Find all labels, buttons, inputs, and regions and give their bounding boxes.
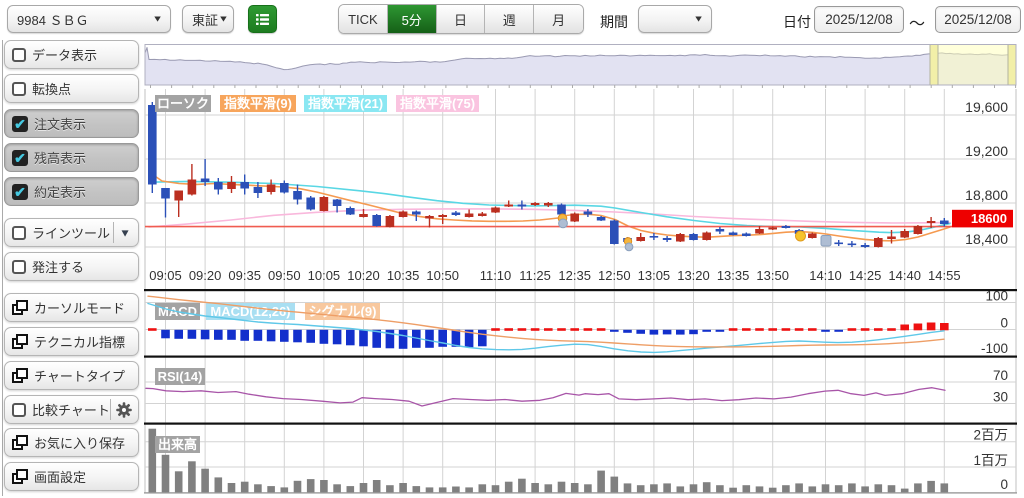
svg-text:11:25: 11:25 [519, 268, 551, 283]
svg-text:14:55: 14:55 [928, 268, 961, 283]
svg-text:19,200: 19,200 [965, 143, 1008, 159]
svg-text:18,800: 18,800 [965, 187, 1008, 203]
svg-text:0: 0 [1000, 477, 1008, 492]
svg-text:10:35: 10:35 [387, 268, 420, 283]
svg-text:10:20: 10:20 [347, 268, 380, 283]
svg-text:12:35: 12:35 [558, 268, 591, 283]
svg-text:RSI(14): RSI(14) [158, 369, 203, 384]
svg-text:18,400: 18,400 [965, 231, 1008, 247]
svg-text:14:40: 14:40 [888, 268, 921, 283]
svg-text:09:35: 09:35 [228, 268, 261, 283]
svg-text:30: 30 [993, 390, 1008, 405]
svg-text:2百万: 2百万 [973, 428, 1008, 443]
svg-text:1百万: 1百万 [973, 453, 1008, 468]
svg-text:18600: 18600 [971, 211, 1007, 226]
svg-text:14:10: 14:10 [809, 268, 842, 283]
svg-text:12:50: 12:50 [598, 268, 631, 283]
svg-text:13:05: 13:05 [638, 268, 671, 283]
svg-text:0: 0 [1000, 316, 1008, 331]
svg-text:指数平滑(75): 指数平滑(75) [400, 96, 475, 111]
svg-text:13:35: 13:35 [717, 268, 750, 283]
svg-text:11:10: 11:10 [480, 268, 512, 283]
svg-text:13:20: 13:20 [677, 268, 710, 283]
svg-text:09:20: 09:20 [189, 268, 222, 283]
svg-text:09:05: 09:05 [149, 268, 182, 283]
svg-text:出来高: 出来高 [158, 437, 197, 452]
svg-text:10:50: 10:50 [426, 268, 459, 283]
svg-text:70: 70 [993, 368, 1008, 383]
svg-text:13:50: 13:50 [756, 268, 789, 283]
svg-text:14:25: 14:25 [849, 268, 882, 283]
svg-text:-100: -100 [981, 341, 1008, 356]
svg-text:10:05: 10:05 [308, 268, 341, 283]
svg-text:指数平滑(21): 指数平滑(21) [308, 96, 383, 111]
svg-text:指数平滑(9): 指数平滑(9) [224, 96, 292, 111]
svg-text:19,600: 19,600 [965, 99, 1008, 115]
svg-text:09:50: 09:50 [268, 268, 301, 283]
svg-text:100: 100 [985, 289, 1008, 304]
svg-text:ローソク: ローソク [157, 96, 209, 111]
svg-text:MACD(12,26): MACD(12,26) [210, 304, 290, 319]
